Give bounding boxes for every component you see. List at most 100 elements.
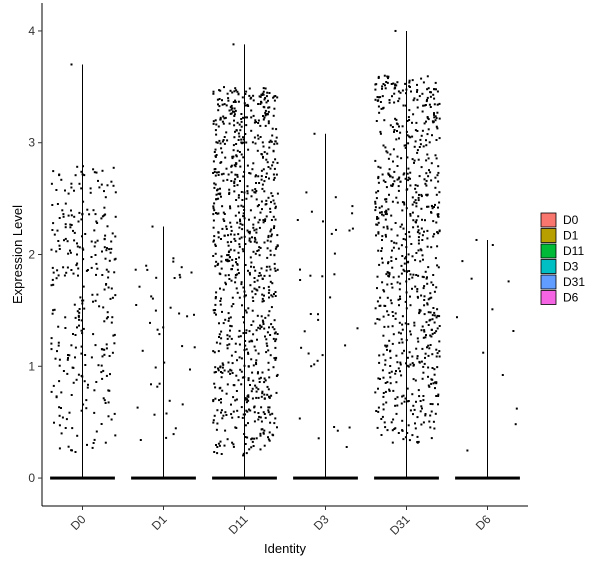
data-point [96, 267, 99, 270]
data-point [93, 245, 96, 248]
data-point [269, 167, 272, 170]
data-point [247, 379, 250, 382]
data-point [380, 205, 383, 208]
data-point [410, 243, 413, 245]
data-point [233, 113, 236, 116]
data-point [262, 411, 265, 414]
data-point [351, 205, 354, 208]
data-point [275, 338, 278, 341]
data-point [391, 176, 394, 179]
y-tick-label: 1 [28, 359, 35, 373]
data-point [414, 184, 417, 187]
data-point [400, 338, 403, 341]
data-point [229, 372, 232, 375]
data-point [90, 266, 93, 269]
data-point [245, 452, 248, 455]
data-point [432, 93, 435, 96]
data-point [216, 446, 219, 448]
data-point [212, 255, 215, 257]
data-point [262, 432, 265, 435]
data-point [234, 274, 237, 276]
data-point [436, 245, 439, 248]
data-point [103, 348, 106, 351]
data-point [219, 187, 221, 190]
data-point [427, 311, 430, 314]
data-point [252, 320, 255, 323]
data-point [396, 178, 399, 181]
data-point [377, 232, 380, 235]
data-point [376, 275, 379, 278]
data-point [269, 413, 272, 416]
data-point [433, 290, 436, 293]
data-point [237, 272, 240, 275]
data-point [214, 129, 217, 132]
data-point [377, 221, 380, 224]
data-point [273, 99, 276, 102]
data-point [254, 191, 257, 194]
data-point [238, 296, 241, 299]
data-point [217, 192, 220, 195]
data-point [406, 156, 409, 159]
data-point [376, 426, 379, 429]
data-point [235, 89, 238, 92]
data-point [113, 342, 116, 345]
data-point [276, 234, 279, 237]
data-point [73, 231, 76, 234]
data-point [58, 248, 61, 250]
data-point [254, 252, 257, 255]
data-point [393, 170, 396, 173]
data-point [270, 140, 273, 143]
data-point [227, 370, 230, 373]
data-point [270, 233, 273, 236]
data-point [426, 98, 428, 101]
data-point [243, 170, 246, 173]
data-point [237, 251, 240, 254]
data-point [52, 309, 55, 312]
data-point [232, 410, 235, 413]
data-point [433, 116, 436, 119]
data-point [388, 273, 391, 276]
data-point [95, 381, 98, 383]
data-point [217, 103, 219, 106]
data-point [217, 231, 220, 234]
data-point [214, 296, 217, 298]
data-point [234, 281, 237, 284]
data-point [72, 229, 74, 232]
data-point [238, 237, 241, 240]
y-tick-label: 0 [28, 471, 35, 485]
data-point [427, 266, 430, 269]
data-point [387, 262, 389, 265]
data-point [408, 351, 411, 354]
data-point [267, 196, 270, 199]
data-point [245, 401, 248, 404]
data-point [70, 344, 73, 347]
data-point [404, 397, 407, 400]
data-point [382, 392, 385, 394]
data-point [58, 244, 61, 247]
data-point [251, 141, 254, 144]
group-D31 [374, 29, 441, 480]
data-point [257, 221, 260, 224]
data-point [252, 364, 255, 367]
data-point [243, 376, 246, 379]
data-point [219, 440, 222, 443]
data-point [269, 207, 272, 210]
data-point [241, 228, 244, 231]
data-point [408, 79, 411, 82]
data-point [108, 355, 111, 357]
data-point [224, 274, 227, 277]
data-point [247, 399, 250, 402]
data-point [438, 117, 441, 120]
data-point [246, 164, 249, 167]
legend-key-D1 [540, 228, 557, 243]
data-point [240, 113, 243, 115]
data-point [259, 324, 261, 327]
data-point [491, 244, 494, 246]
data-point [374, 391, 377, 394]
data-point [262, 145, 265, 148]
data-point [92, 333, 95, 336]
data-point [422, 145, 425, 148]
data-point [434, 81, 437, 84]
data-point [435, 316, 438, 319]
legend-key-D6 [540, 290, 557, 305]
